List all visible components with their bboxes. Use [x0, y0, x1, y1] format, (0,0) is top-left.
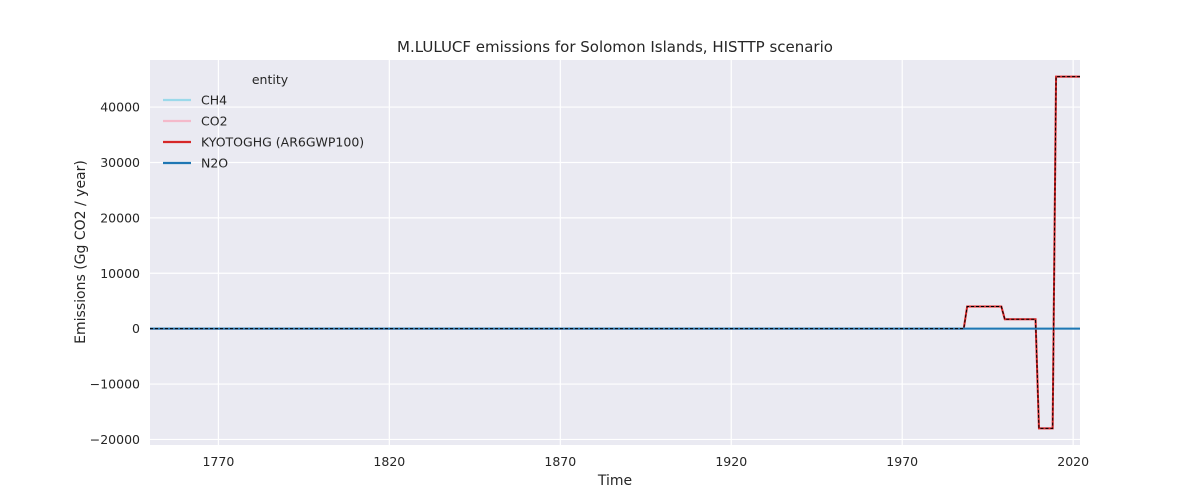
legend-title: entity — [252, 72, 289, 87]
x-tick-label: 1820 — [373, 454, 405, 469]
x-tick-label: 1970 — [886, 454, 918, 469]
legend-label-co2: CO2 — [201, 114, 228, 129]
x-tick-label: 1870 — [544, 454, 576, 469]
x-axis-label: Time — [597, 473, 632, 489]
y-axis-label: Emissions (Gg CO2 / year) — [73, 160, 89, 344]
plot-background — [150, 60, 1080, 445]
y-tick-label: 0 — [132, 321, 140, 336]
y-tick-label: 20000 — [100, 210, 140, 225]
y-tick-label: −10000 — [90, 377, 140, 392]
chart-title: M.LULUCF emissions for Solomon Islands, … — [397, 38, 833, 56]
legend-label-kyotoghg-ar6gwp100: KYOTOGHG (AR6GWP100) — [201, 135, 364, 150]
legend: entity CH4 CO2 KYOTOGHG (AR6GWP100) N2O — [163, 72, 364, 171]
x-tick-labels: 1770 1820 1870 1920 1970 2020 — [202, 454, 1089, 469]
y-tick-label: 10000 — [100, 266, 140, 281]
x-tick-label: 1770 — [202, 454, 234, 469]
legend-label-n2o: N2O — [201, 156, 228, 171]
x-gridlines — [217, 60, 1074, 445]
legend-label-ch4: CH4 — [201, 93, 227, 108]
series-layer — [150, 75, 1080, 430]
y-tick-label: 40000 — [100, 100, 140, 115]
y-tick-label: 30000 — [100, 155, 140, 170]
x-tick-label: 2020 — [1057, 454, 1089, 469]
x-tick-label: 1920 — [715, 454, 747, 469]
y-tick-labels: −20000 −10000 0 10000 20000 30000 40000 — [90, 100, 140, 447]
series-line-kyotoghg-ar6gwp100 — [150, 75, 1080, 430]
y-tick-label: −20000 — [90, 432, 140, 447]
